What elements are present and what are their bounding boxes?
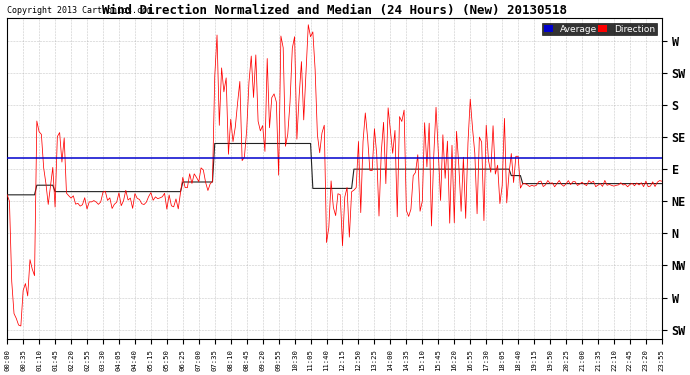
Title: Wind Direction Normalized and Median (24 Hours) (New) 20130518: Wind Direction Normalized and Median (24… bbox=[102, 4, 567, 17]
Text: Copyright 2013 Cartronics.com: Copyright 2013 Cartronics.com bbox=[7, 6, 152, 15]
Legend: Average, Direction: Average, Direction bbox=[542, 23, 658, 36]
